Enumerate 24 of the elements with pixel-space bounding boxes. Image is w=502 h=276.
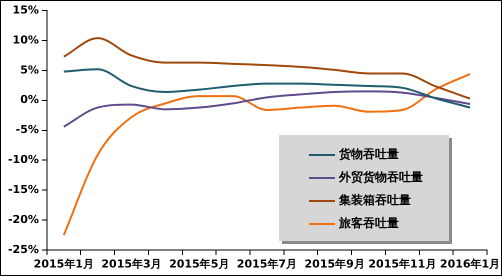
legend-label: 货物吞吐量 bbox=[339, 146, 399, 163]
legend-label: 外贸货物吞吐量 bbox=[339, 169, 423, 186]
line-series bbox=[62, 37, 472, 100]
y-tick-label: 0% bbox=[20, 93, 39, 106]
x-tick-label: 2015年1月 bbox=[34, 257, 94, 270]
x-tick-label: 2015年7月 bbox=[236, 257, 298, 270]
y-tick-label: -10% bbox=[8, 153, 39, 166]
y-tick-label: -20% bbox=[8, 212, 39, 226]
y-tick-label: 5% bbox=[20, 63, 39, 76]
x-tick-label: 2016年1月 bbox=[440, 257, 500, 270]
y-tick-label: 15% bbox=[12, 3, 39, 16]
y-tick-label: 10% bbox=[12, 33, 39, 46]
y-tick-label: -15% bbox=[8, 183, 39, 196]
x-tick-label: 2015年9月 bbox=[304, 257, 365, 270]
y-tick-label: -5% bbox=[16, 123, 39, 136]
line-series bbox=[62, 73, 472, 236]
legend-label: 集装箱吞吐量 bbox=[339, 192, 411, 209]
legend-label: 旅客吞吐量 bbox=[339, 215, 399, 232]
line-series bbox=[62, 68, 472, 109]
y-tick-label: -25% bbox=[8, 242, 39, 256]
x-tick-label: 2015年5月 bbox=[169, 257, 230, 270]
line-series bbox=[62, 90, 472, 128]
x-tick-label: 2015年3月 bbox=[101, 257, 162, 270]
x-tick-label: 2015年11月 bbox=[368, 257, 436, 270]
